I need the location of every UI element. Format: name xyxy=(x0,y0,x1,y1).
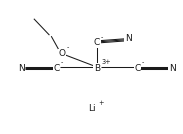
Text: N: N xyxy=(169,64,175,73)
Text: C: C xyxy=(134,64,140,73)
Text: Li: Li xyxy=(88,104,95,113)
Text: -: - xyxy=(61,59,63,65)
Text: -: - xyxy=(141,59,144,65)
Text: -: - xyxy=(66,45,69,51)
Text: O: O xyxy=(59,49,66,58)
Text: C: C xyxy=(94,38,100,47)
Text: N: N xyxy=(18,64,24,73)
Text: N: N xyxy=(125,34,131,43)
Text: +: + xyxy=(98,100,103,106)
Text: -: - xyxy=(101,34,103,40)
Text: C: C xyxy=(54,64,60,73)
Text: 3+: 3+ xyxy=(101,59,111,65)
Text: B: B xyxy=(94,64,100,73)
